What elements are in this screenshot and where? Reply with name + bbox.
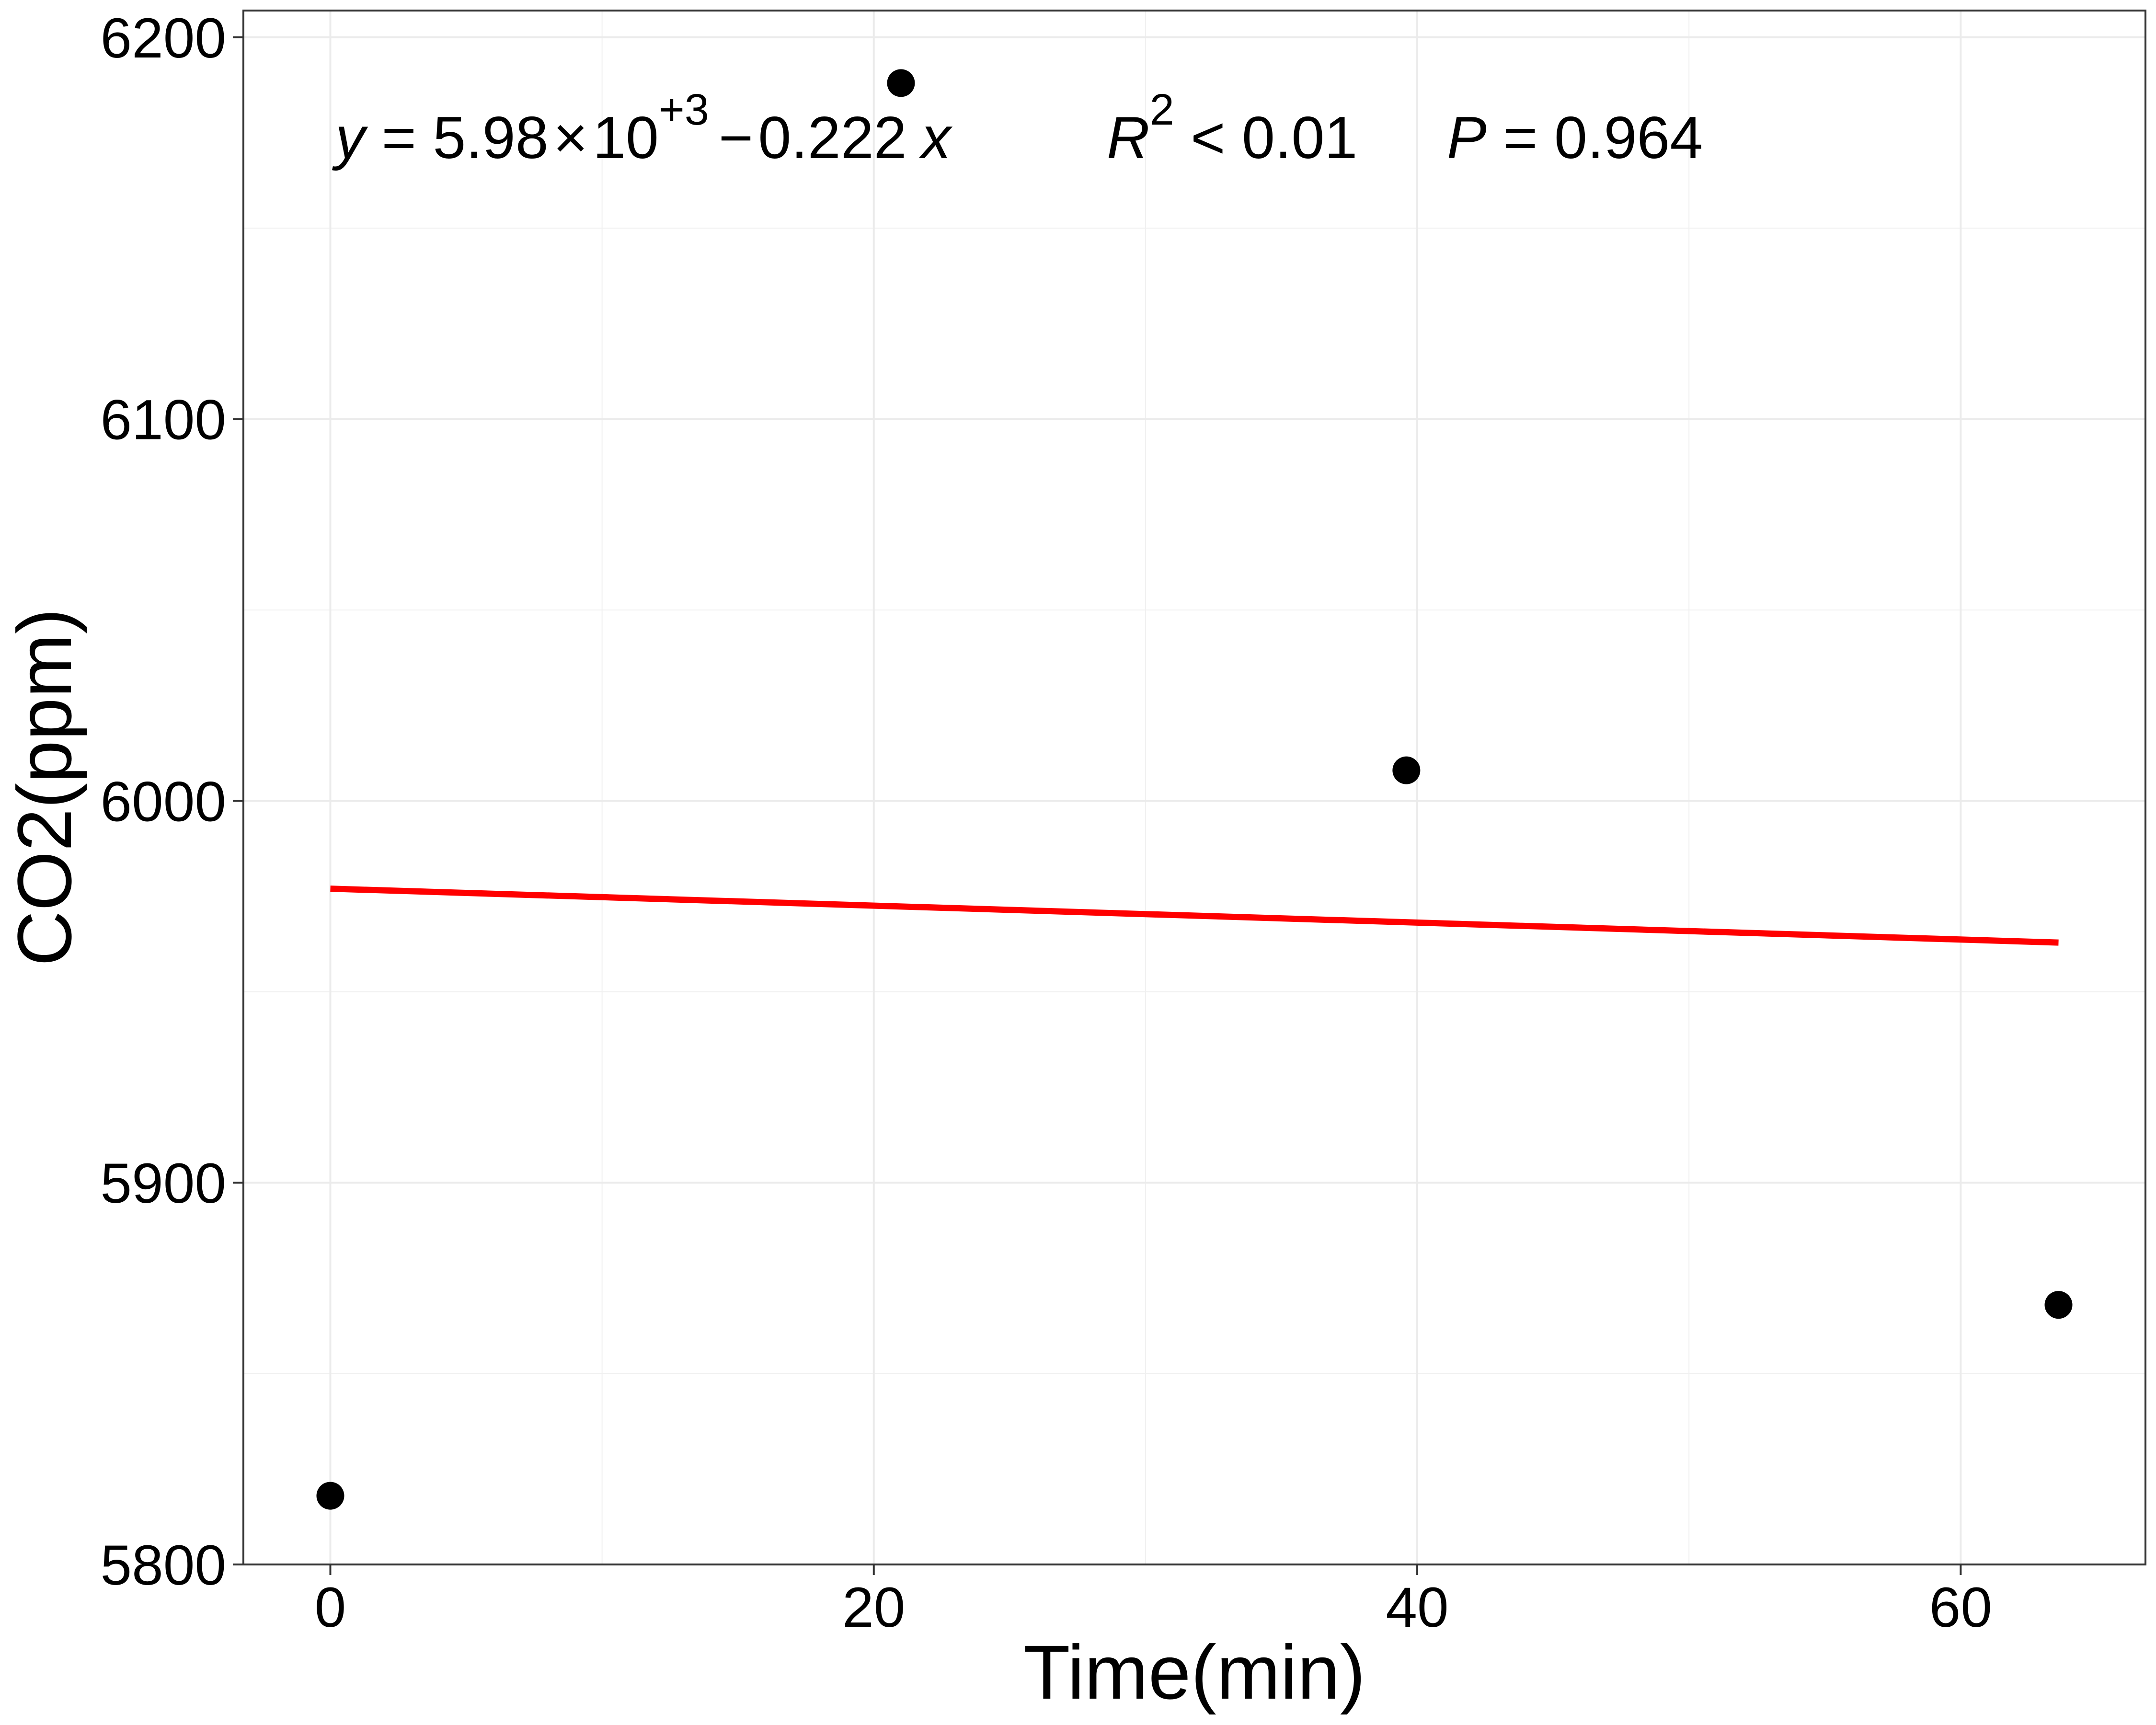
- r-squared-text: R2 < 0.01: [1107, 85, 1357, 171]
- y-tick-label: 6200: [100, 7, 226, 70]
- p-value-text: P = 0.964: [1447, 105, 1703, 171]
- data-point: [316, 1482, 344, 1510]
- x-tick-label: 40: [1386, 1576, 1448, 1639]
- x-tick-label: 0: [315, 1576, 346, 1639]
- data-point: [2044, 1291, 2073, 1319]
- x-tick-label: 20: [842, 1576, 905, 1639]
- y-tick-label: 5800: [100, 1534, 226, 1597]
- data-point: [887, 69, 915, 97]
- x-axis-title: Time(min): [1023, 1629, 1365, 1715]
- regression-line: [330, 886, 2059, 946]
- regression-equation: y = 5.98×10+3 −0.222 x: [332, 85, 953, 171]
- plot-background: [243, 11, 2145, 1564]
- fit-layer: [330, 886, 2059, 946]
- y-tick-label: 6000: [100, 770, 226, 833]
- y-axis-ticks: 5800 5900 6000 6100 6200: [100, 7, 243, 1597]
- data-point: [1392, 756, 1421, 784]
- y-axis-title: CO2(ppm): [1, 609, 87, 966]
- plot-border: [242, 10, 2146, 1565]
- y-tick-label: 6100: [100, 389, 226, 452]
- x-axis-ticks: 0 20 40 60: [315, 1564, 1992, 1639]
- points-layer: [316, 69, 2073, 1510]
- minor-grid: [243, 11, 2145, 1564]
- y-tick-label: 5900: [100, 1152, 226, 1215]
- x-tick-label: 60: [1929, 1576, 1992, 1639]
